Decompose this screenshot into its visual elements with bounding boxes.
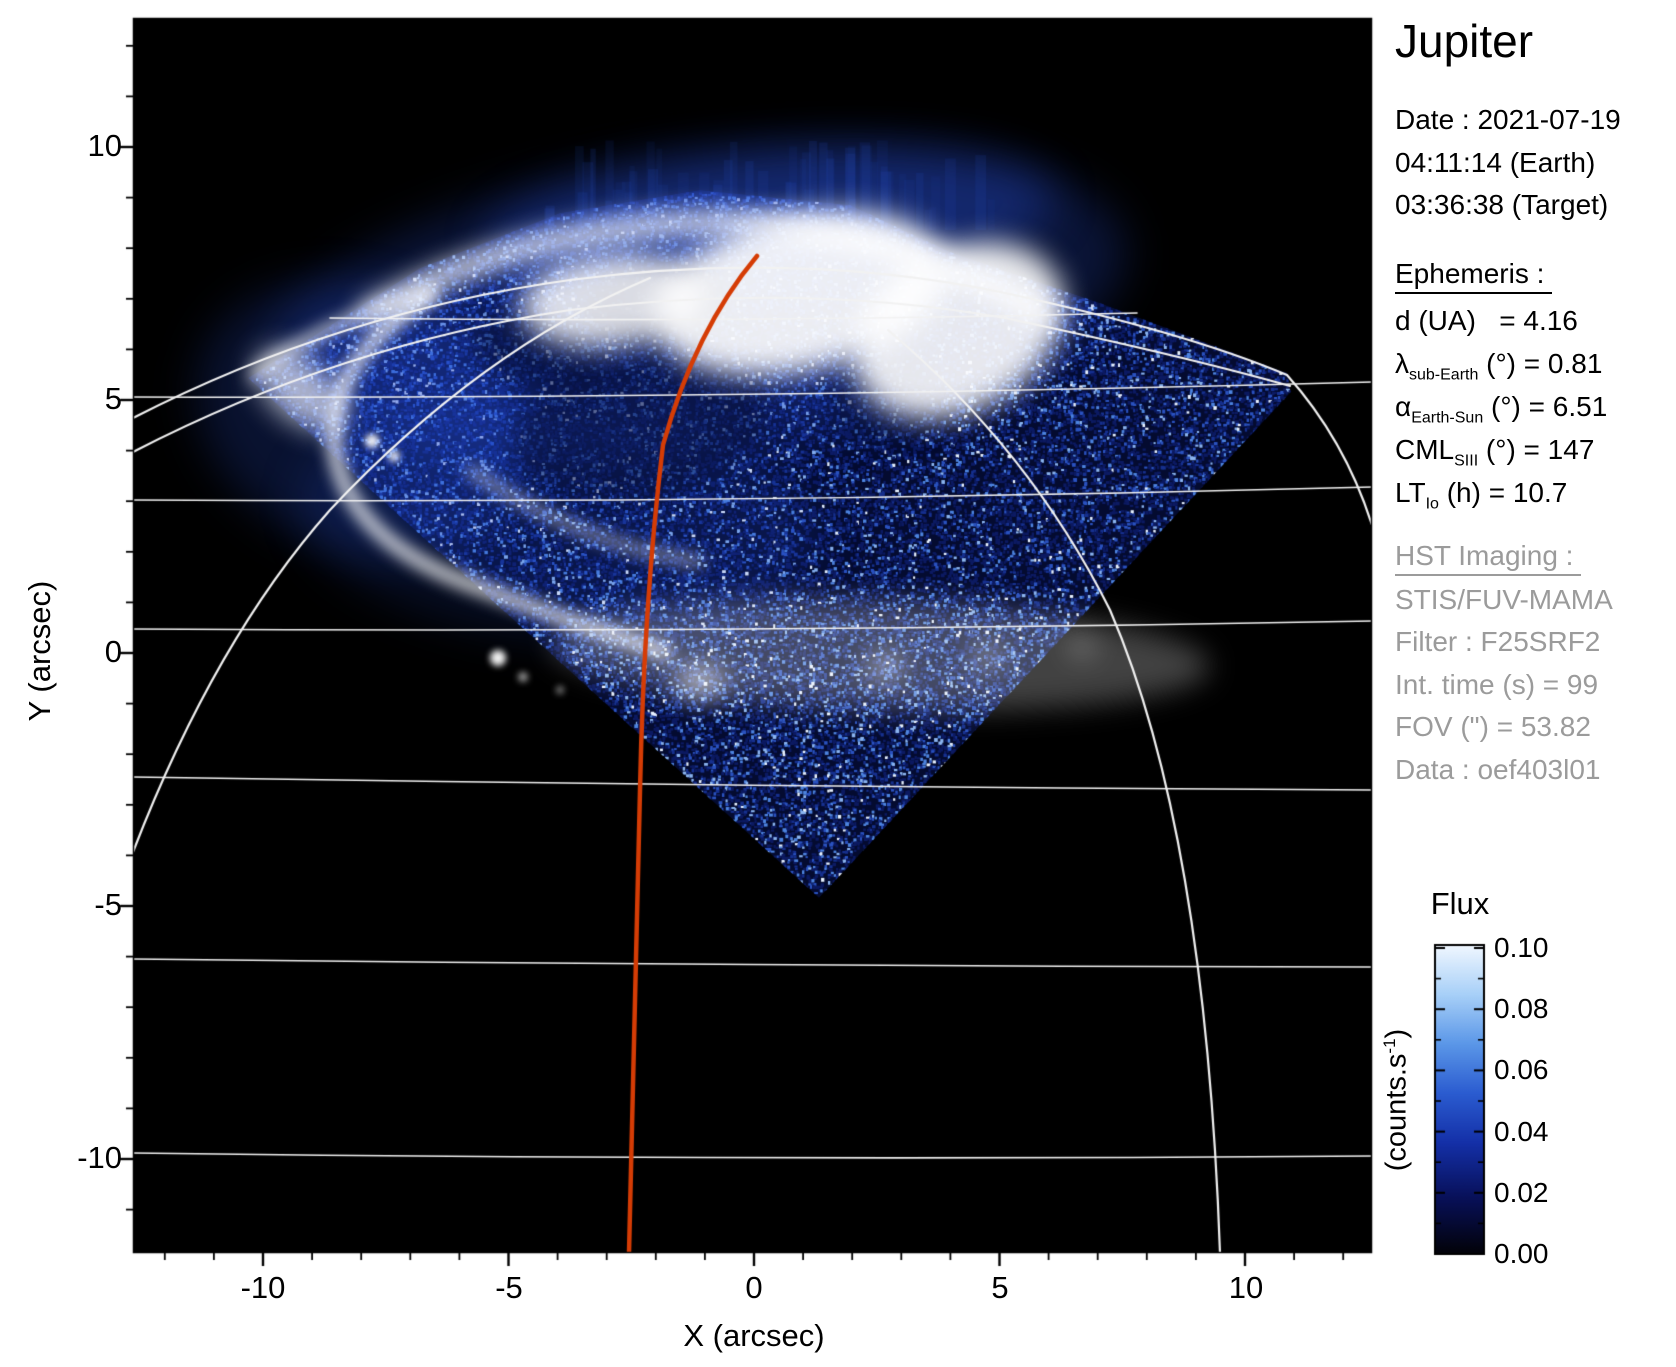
ephemeris-quantity-subscript: Earth-Sun bbox=[1411, 409, 1484, 427]
ephemeris-heading: Ephemeris : bbox=[1395, 258, 1553, 294]
hst-imaging-row: STIS/FUV-MAMA bbox=[1395, 584, 1613, 615]
colorbar-units-label: (counts.s-1) bbox=[1380, 950, 1420, 1250]
hst-imaging-row: FOV (") = 53.82 bbox=[1395, 711, 1591, 743]
colorbar-tick-label: 0.04 bbox=[1494, 1115, 1549, 1147]
colorbar-tick-label: 0.02 bbox=[1494, 1176, 1549, 1208]
ephemeris-quantity: CML bbox=[1395, 434, 1455, 465]
ephemeris-quantity-subscript: SIII bbox=[1454, 452, 1479, 470]
x-tick-label: 5 bbox=[991, 1270, 1009, 1305]
ephemeris-quantity: α bbox=[1395, 391, 1412, 422]
y-tick-label: -5 bbox=[94, 887, 122, 922]
x-tick-label: 10 bbox=[1228, 1270, 1264, 1305]
ephemeris-value: = 4.16 bbox=[1475, 305, 1578, 336]
y-tick-label: 5 bbox=[104, 381, 122, 416]
colorbar-tick-label: 0.00 bbox=[1494, 1238, 1549, 1269]
colorbar-tick-label: 0.10 bbox=[1494, 932, 1549, 963]
x-tick-label: 0 bbox=[745, 1270, 763, 1305]
datetime-line: Date : 2021-07-19 bbox=[1395, 104, 1621, 135]
ephemeris-quantity-subscript: Io bbox=[1425, 495, 1439, 513]
ephemeris-value: (°) = 147 bbox=[1478, 434, 1595, 465]
y-tick-label: 0 bbox=[104, 634, 122, 669]
colorbar-tick-label: 0.08 bbox=[1494, 993, 1549, 1025]
page-title: Jupiter bbox=[1395, 15, 1534, 67]
ephemeris-quantity: d (UA) bbox=[1395, 305, 1476, 336]
ephemeris-row: d (UA) = 4.16 bbox=[1395, 305, 1578, 337]
x-axis-title: X (arcsec) bbox=[683, 1318, 825, 1353]
ephemeris-row: LTIo (h) = 10.7 bbox=[1395, 477, 1567, 514]
ephemeris-value: (°) = 6.51 bbox=[1483, 391, 1608, 422]
units-exponent: -1 bbox=[1380, 1038, 1399, 1054]
hst-imaging-heading: HST Imaging : bbox=[1395, 540, 1582, 576]
ephemeris-row: αEarth-Sun (°) = 6.51 bbox=[1395, 391, 1607, 428]
colorbar-tick-label: 0.06 bbox=[1494, 1054, 1549, 1086]
hst-imaging-row: Data : oef403l01 bbox=[1395, 753, 1601, 785]
hst-imaging-row: Int. time (s) = 99 bbox=[1395, 668, 1599, 700]
datetime-line: 03:36:38 (Target) bbox=[1395, 189, 1609, 220]
ephemeris-value: (°) = 0.81 bbox=[1478, 348, 1603, 379]
ephemeris-row: CMLSIII (°) = 147 bbox=[1395, 434, 1594, 471]
y-axis-title: Y (arcsec) bbox=[22, 580, 57, 722]
datetime-line: 04:11:14 (Earth) bbox=[1395, 146, 1596, 178]
ephemeris-quantity: LT bbox=[1395, 477, 1426, 508]
colorbar-title: Flux bbox=[1430, 886, 1490, 921]
y-tick-label: -10 bbox=[77, 1140, 122, 1175]
units-post: ) bbox=[1380, 1028, 1413, 1039]
ephemeris-quantity: λ bbox=[1395, 348, 1409, 379]
ephemeris-value: (h) = 10.7 bbox=[1438, 477, 1568, 508]
ephemeris-row: λsub-Earth (°) = 0.81 bbox=[1395, 348, 1602, 385]
x-tick-label: -5 bbox=[495, 1270, 523, 1305]
ephemeris-quantity-subscript: sub-Earth bbox=[1409, 366, 1479, 384]
x-tick-label: -10 bbox=[240, 1270, 286, 1305]
units-pre: (counts.s bbox=[1380, 1053, 1413, 1172]
hst-imaging-row: Filter : F25SRF2 bbox=[1395, 626, 1601, 658]
y-tick-label: 10 bbox=[87, 128, 122, 163]
